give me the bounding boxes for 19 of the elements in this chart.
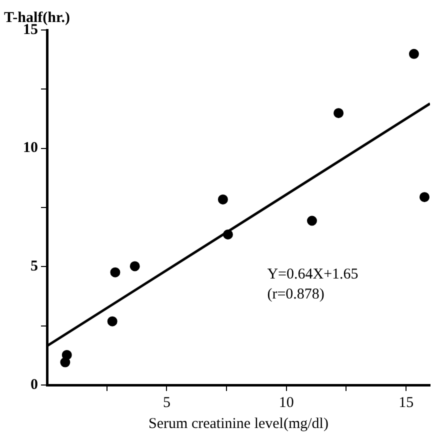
point [130,261,140,272]
x-axis-title: Serum creatinine level(mg/dl) [148,416,328,432]
y-tick-label: 0 [30,376,38,393]
point [218,194,228,204]
point [110,267,120,278]
point [306,216,317,226]
x-tick-label: 5 [162,394,170,411]
x-tick-label: 10 [278,394,294,411]
point [222,229,233,240]
point [419,192,430,202]
annotation: (r=0.878) [267,286,324,302]
x-tick-label: 15 [398,394,414,411]
point [107,316,118,326]
point [334,108,344,118]
y-tick-label: 10 [23,140,38,156]
point [62,350,72,360]
y-tick-label: 5 [30,258,38,275]
annotation: Y=0.64X+1.65 [267,266,358,282]
point [408,48,419,59]
